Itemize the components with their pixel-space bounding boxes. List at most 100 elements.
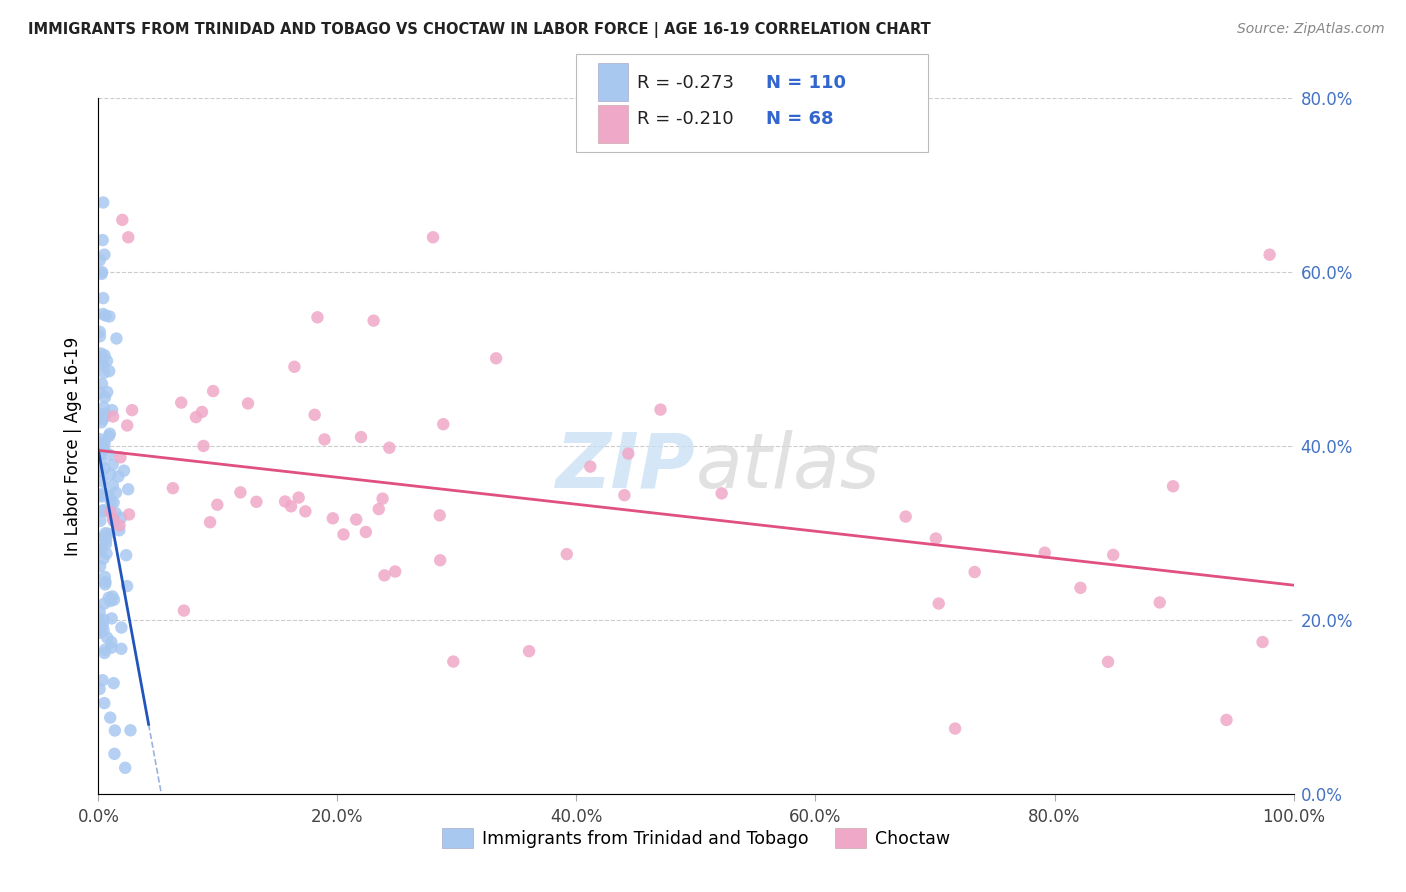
Point bbox=[710, 486, 733, 500]
Point bbox=[103, 495, 125, 509]
Point bbox=[89, 253, 111, 268]
Point bbox=[91, 307, 114, 321]
Point bbox=[93, 613, 115, 627]
Point bbox=[94, 533, 117, 548]
Point bbox=[1215, 713, 1237, 727]
Point bbox=[93, 366, 115, 380]
Point bbox=[91, 376, 114, 391]
Point bbox=[101, 478, 124, 492]
Point bbox=[94, 309, 117, 323]
Point bbox=[91, 474, 114, 488]
Point bbox=[94, 390, 117, 404]
Point bbox=[236, 396, 259, 410]
Point bbox=[101, 409, 124, 424]
Point bbox=[91, 504, 114, 518]
Point bbox=[89, 325, 111, 339]
Text: Source: ZipAtlas.com: Source: ZipAtlas.com bbox=[1237, 22, 1385, 37]
Point bbox=[110, 450, 132, 465]
Point bbox=[89, 681, 111, 696]
Point bbox=[93, 441, 115, 455]
Point bbox=[89, 408, 111, 422]
Point bbox=[441, 655, 464, 669]
Point bbox=[93, 503, 115, 517]
Point bbox=[103, 592, 125, 607]
Point bbox=[613, 488, 636, 502]
Point bbox=[90, 416, 112, 430]
Point bbox=[96, 631, 118, 645]
Point bbox=[1033, 546, 1056, 560]
Point bbox=[91, 618, 114, 632]
Point bbox=[93, 531, 115, 545]
Point bbox=[280, 500, 302, 514]
Point bbox=[93, 247, 115, 262]
Text: atlas: atlas bbox=[696, 430, 880, 504]
Point bbox=[93, 646, 115, 660]
Point bbox=[94, 570, 117, 584]
Point bbox=[91, 358, 114, 372]
Point bbox=[97, 526, 120, 541]
Point bbox=[107, 469, 129, 483]
Point bbox=[485, 351, 508, 366]
Point bbox=[100, 467, 122, 482]
Point bbox=[94, 504, 117, 518]
Point bbox=[422, 230, 444, 244]
Point bbox=[429, 553, 451, 567]
Point bbox=[89, 543, 111, 558]
Point bbox=[101, 403, 124, 417]
Point bbox=[229, 485, 252, 500]
Point bbox=[373, 568, 395, 582]
Point bbox=[91, 443, 114, 458]
Point bbox=[94, 537, 117, 551]
Point bbox=[91, 233, 114, 247]
Point bbox=[170, 395, 193, 409]
Point bbox=[90, 267, 112, 281]
Point bbox=[89, 329, 111, 343]
Point bbox=[89, 624, 111, 638]
Point bbox=[322, 511, 344, 525]
Point bbox=[93, 624, 115, 638]
Point bbox=[110, 641, 132, 656]
Point bbox=[91, 673, 114, 688]
Point bbox=[98, 711, 121, 725]
Point bbox=[101, 458, 124, 472]
Point bbox=[650, 402, 672, 417]
Point bbox=[184, 410, 207, 425]
Point bbox=[1102, 548, 1125, 562]
Point bbox=[94, 577, 117, 591]
Point bbox=[89, 625, 111, 640]
Point bbox=[98, 448, 121, 462]
Point bbox=[94, 407, 117, 421]
Point bbox=[101, 590, 124, 604]
Point bbox=[93, 696, 115, 710]
Point bbox=[103, 747, 125, 761]
Point bbox=[1161, 479, 1184, 493]
Point bbox=[117, 482, 139, 496]
Point bbox=[93, 461, 115, 475]
Point bbox=[432, 417, 454, 432]
Point bbox=[96, 384, 118, 399]
Point bbox=[105, 331, 128, 345]
Point bbox=[93, 409, 115, 424]
Point bbox=[378, 441, 401, 455]
Point bbox=[314, 433, 336, 447]
Point bbox=[202, 384, 225, 398]
Point bbox=[90, 488, 112, 502]
Point bbox=[94, 526, 117, 541]
Point bbox=[90, 346, 112, 360]
Text: N = 110: N = 110 bbox=[766, 74, 846, 92]
Point bbox=[1069, 581, 1091, 595]
Point bbox=[100, 594, 122, 608]
Point bbox=[89, 605, 111, 619]
Point bbox=[91, 541, 114, 556]
Point bbox=[100, 505, 122, 519]
Point bbox=[90, 454, 112, 468]
Point bbox=[93, 530, 115, 544]
Point bbox=[97, 591, 120, 605]
Point bbox=[287, 491, 309, 505]
Point bbox=[105, 485, 128, 500]
Point bbox=[112, 464, 135, 478]
Point bbox=[110, 621, 132, 635]
Text: R = -0.210: R = -0.210 bbox=[637, 110, 734, 128]
Point bbox=[115, 418, 138, 433]
Point bbox=[89, 613, 111, 627]
